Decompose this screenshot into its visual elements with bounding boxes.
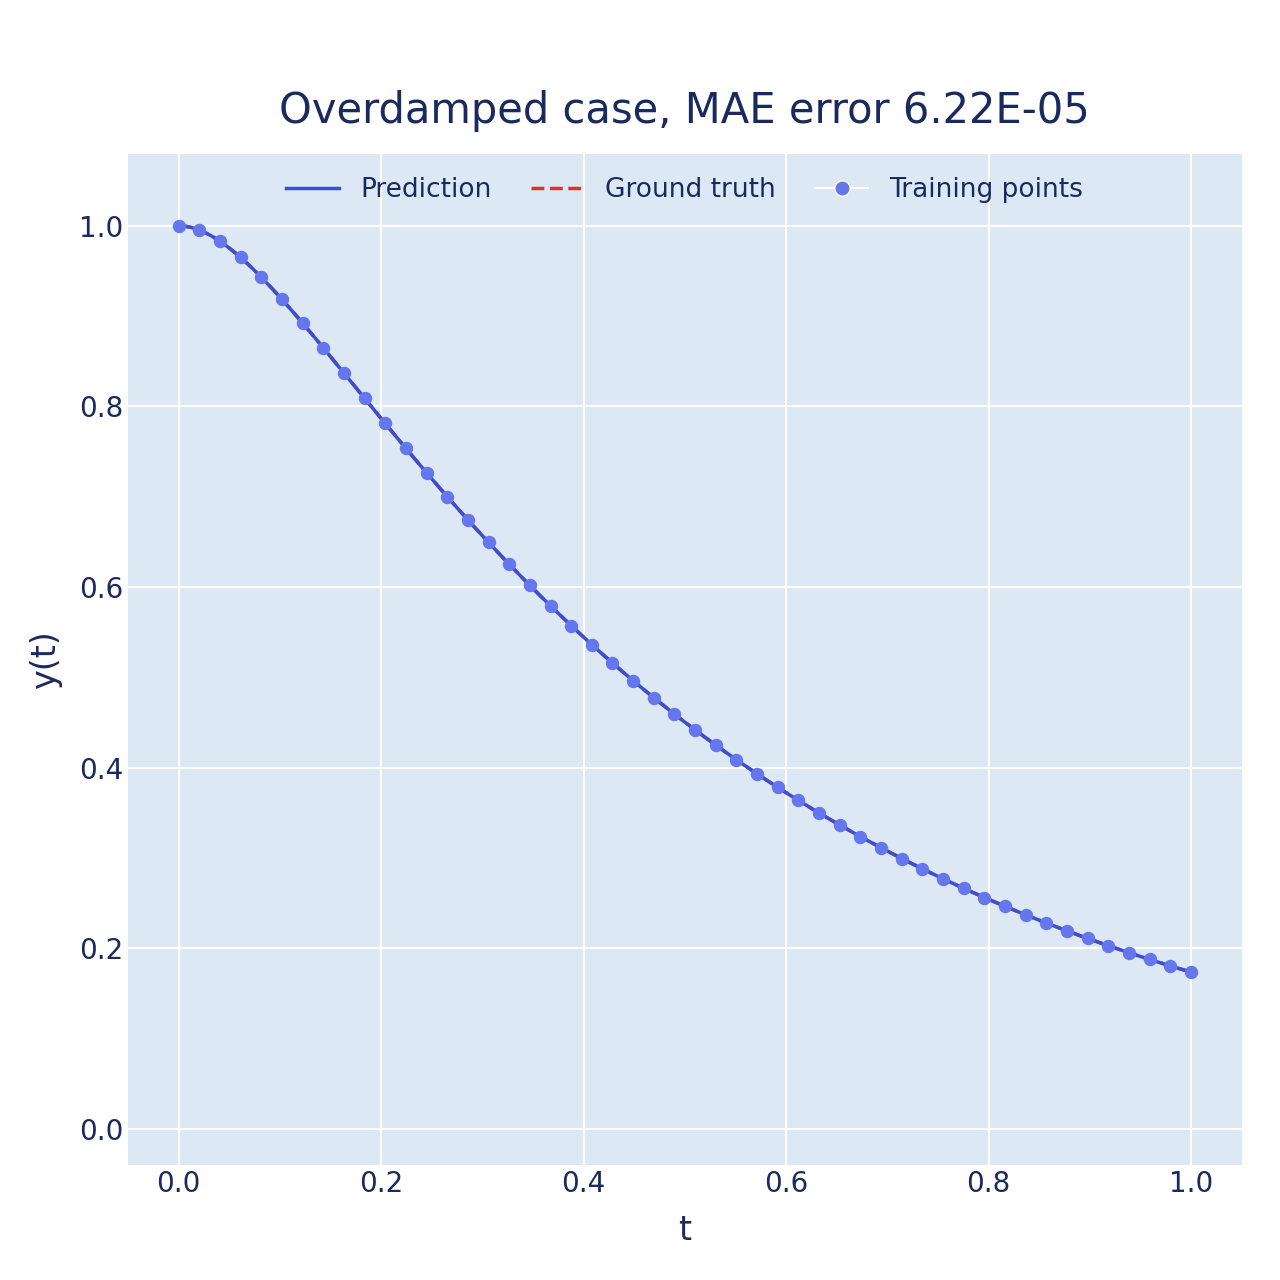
Point [210,230,230,251]
Point [995,896,1015,916]
Point [540,595,561,616]
Y-axis label: y(t): y(t) [29,630,63,689]
Point [768,777,788,797]
Point [581,635,602,655]
Point [1098,936,1119,956]
Point [891,849,911,869]
Point [458,509,479,530]
Point [685,719,705,740]
Point [1036,913,1056,933]
Point [1160,956,1180,977]
Point [169,215,189,236]
Point [499,554,520,575]
X-axis label: t: t [678,1215,691,1247]
Point [705,735,726,755]
Point [1057,920,1078,941]
Point [809,803,829,823]
Point [870,837,891,858]
Point [933,869,954,890]
Point [913,859,933,879]
Point [334,362,355,383]
Point [561,616,581,636]
Point [974,887,995,908]
Point [1180,961,1201,982]
Point [644,687,664,708]
Point [396,438,416,458]
Point [788,790,809,810]
Point [1015,905,1036,925]
Point [664,704,685,724]
Point [189,220,210,241]
Point [251,268,271,288]
Point [416,462,436,483]
Point [375,413,396,434]
Point [1119,942,1139,963]
Point [271,289,292,310]
Point [623,671,644,691]
Point [1139,950,1160,970]
Point [1078,928,1098,948]
Point [850,827,870,847]
Point [314,338,334,358]
Legend: Prediction, Ground truth, Training points: Prediction, Ground truth, Training point… [275,166,1094,214]
Point [603,653,623,673]
Point [746,764,767,785]
Point [479,532,499,553]
Point [954,878,974,899]
Point [829,815,850,836]
Point [355,388,375,408]
Point [292,312,312,333]
Point [436,486,457,507]
Point [230,247,251,268]
Title: Overdamped case, MAE error 6.22E-05: Overdamped case, MAE error 6.22E-05 [279,90,1091,132]
Point [726,750,746,771]
Point [520,575,540,595]
